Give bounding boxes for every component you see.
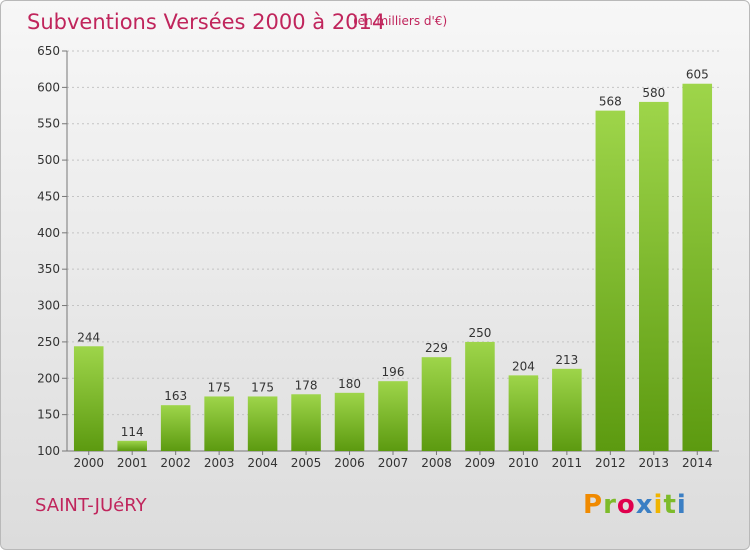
y-tick-label: 550 [37,117,60,131]
chart-subtitle: (en milliers d'€) [353,14,448,28]
y-tick-label: 650 [37,44,60,58]
bar [247,396,278,451]
town-name: SAINT-JUéRY [35,495,147,516]
y-tick-label: 450 [37,189,60,203]
data-label: 605 [686,68,709,82]
chart-title: Subventions Versées 2000 à 2014 [27,10,386,34]
bar [595,110,626,452]
bar [204,396,234,451]
y-tick-label: 500 [37,153,60,167]
x-tick-labels: 2000 2001 2002 2003 2004 2005 2006 2007 2008 2009… [73,451,713,470]
y-tick-labels: 100 150 200 250 300 350 400 450 500 550 600 650 [37,44,60,458]
bar [334,392,365,451]
proxiti-logo[interactable]: Proxiti [583,490,687,520]
data-label: 213 [555,353,578,367]
data-labels: 244 114 163 175 175 178 180 196 229 250 204 213 568 5… [77,68,708,439]
data-label: 568 [599,95,622,109]
logo-letter: x [635,490,654,520]
data-label: 244 [77,330,100,344]
x-tick-label: 2001 [117,456,148,470]
data-label: 250 [468,326,491,340]
y-tick-label: 150 [37,408,60,422]
logo-letter: t [663,490,677,520]
data-label: 114 [121,425,144,439]
data-label: 196 [382,365,405,379]
x-tick-label: 2005 [291,456,322,470]
y-tick-label: 300 [37,299,60,313]
x-tick-label: 2009 [465,456,496,470]
x-tick-label: 2014 [682,456,713,470]
data-label: 229 [425,341,448,355]
x-tick-label: 2004 [247,456,278,470]
data-label: 580 [642,86,665,100]
bars [73,83,713,452]
x-tick-label: 2013 [639,456,670,470]
data-label: 175 [251,380,274,394]
bar [421,357,452,451]
data-label: 163 [164,389,187,403]
x-tick-label: 2012 [595,456,626,470]
data-label: 204 [512,359,535,373]
x-tick-label: 2002 [160,456,191,470]
logo-letter: P [583,490,604,520]
logo-letter: i [653,490,664,520]
data-label: 178 [295,378,318,392]
x-tick-label: 2006 [334,456,365,470]
logo-letter: o [616,490,636,520]
bar [682,83,713,452]
x-tick-label: 2010 [508,456,539,470]
bar [73,346,104,451]
bar [160,405,191,451]
logo-letter: r [603,490,617,520]
bar [378,381,408,451]
y-tick-label: 100 [37,444,60,458]
data-label: 175 [208,380,231,394]
data-label: 180 [338,377,361,391]
logo-letter: i [676,490,687,520]
bar [291,394,321,451]
x-tick-label: 2007 [378,456,409,470]
bar [465,341,495,451]
y-tick-label: 250 [37,335,60,349]
bar [639,101,669,451]
x-tick-label: 2000 [73,456,104,470]
y-tick-label: 600 [37,80,60,94]
x-tick-label: 2011 [552,456,583,470]
bar [552,368,582,451]
y-tick-label: 350 [37,262,60,276]
x-tick-label: 2008 [421,456,452,470]
bar [508,375,539,451]
x-tick-label: 2003 [204,456,235,470]
bar [117,440,147,451]
y-tick-label: 200 [37,371,60,385]
y-tick-label: 400 [37,226,60,240]
